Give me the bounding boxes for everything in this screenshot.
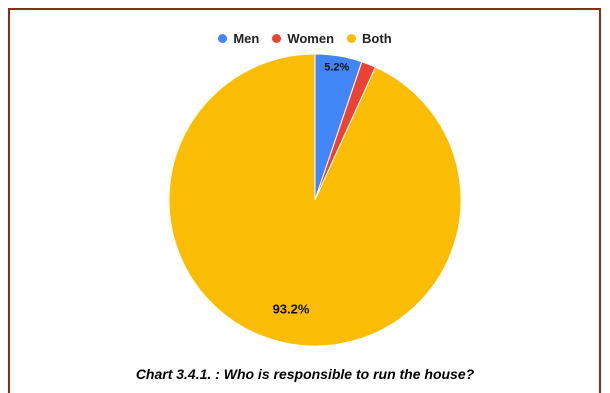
- legend-swatch-women: [272, 34, 282, 43]
- legend-item-both: Both: [347, 31, 392, 46]
- legend-label-men: Men: [233, 31, 260, 46]
- legend-swatch-men: [218, 34, 228, 43]
- data-label-men: 5.2%: [324, 62, 349, 74]
- legend-item-women: Women: [272, 31, 334, 46]
- legend-label-women: Women: [287, 31, 335, 46]
- chart-frame: [8, 8, 601, 393]
- legend-label-both: Both: [362, 31, 392, 46]
- pie-slice-both: [168, 53, 462, 347]
- chart-caption: Chart 3.4.1. : Who is responsible to run…: [135, 366, 475, 382]
- legend-item-men: Men: [218, 31, 259, 46]
- data-label-both: 93.2%: [273, 301, 310, 316]
- chart-legend: Men Women Both: [0, 31, 610, 46]
- legend-swatch-both: [347, 34, 357, 43]
